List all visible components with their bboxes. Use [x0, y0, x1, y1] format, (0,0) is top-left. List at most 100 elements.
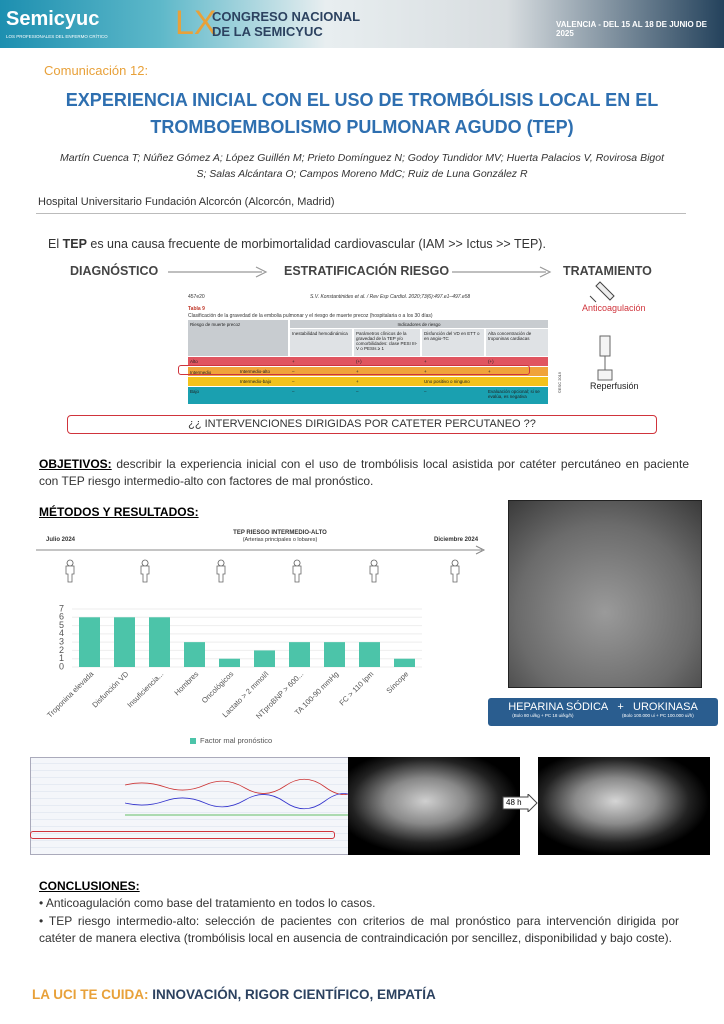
bar — [219, 658, 240, 667]
table-cell: – — [292, 369, 295, 374]
table-cell: + — [488, 369, 491, 374]
header-banner — [0, 0, 724, 48]
drug: UROKINASA — [633, 701, 698, 713]
ct-interval: 48 h — [506, 798, 522, 807]
y-tick-label: 2 — [59, 645, 64, 655]
drug: HEPARINA SÓDICA — [508, 701, 609, 713]
title-line: TROMBOEMBOLISMO PULMONAR AGUDO (TEP) — [150, 117, 574, 137]
table-group: Intermedio — [190, 370, 212, 375]
table-cell: (+) — [488, 359, 494, 364]
table-cell: Alto — [190, 359, 198, 364]
divider — [36, 213, 686, 214]
dose: (Bolo 100.000 ui + PC 100.000 ui/h) — [622, 713, 694, 718]
patient-icons — [65, 559, 460, 583]
risk-table: Riesgo de muerte precoz Indicadores de r… — [188, 320, 548, 404]
table-header: Parámetros clínicos de la gravedad de la… — [354, 329, 420, 356]
highlight — [178, 365, 530, 375]
timeline — [36, 545, 486, 583]
intro-bold: TEP — [62, 237, 87, 251]
legend-label: Factor mal pronóstico — [200, 736, 272, 745]
timeline-subtitle: (Arterias principales o lobares) — [242, 537, 318, 543]
table-cell: – — [356, 389, 359, 394]
y-tick-label: 6 — [59, 612, 64, 622]
communication: Comunicación 12: — [44, 63, 149, 78]
table-cell: Evaluación opcional; si se evalúa, es ne… — [488, 389, 540, 399]
x-tick-label: Síncope — [384, 669, 410, 695]
highlight — [30, 831, 335, 839]
table-cell: (+) — [356, 359, 362, 364]
row-int-low — [188, 377, 548, 386]
table-copyright: ©ESC 2019 — [557, 371, 563, 394]
flow-step: ESTRATIFICACIÓN RIESGO — [284, 264, 450, 278]
interval-arrow — [502, 794, 538, 812]
table-cell: – — [424, 389, 427, 394]
treatment-box: HEPARINA SÓDICA + UROKINASA (Bolo 80 ui/… — [488, 698, 718, 726]
row-int-high — [188, 367, 548, 376]
objectives: OBJETIVOS: describir la experiencia inic… — [39, 456, 689, 490]
location-date: VALENCIA - DEL 15 AL 18 DE JUNIO DE 2025 — [556, 20, 707, 38]
bar — [394, 658, 415, 667]
authors-line: S; Salas Alcántara O; Campos Moreno MdC;… — [196, 168, 528, 180]
table-cell: + — [292, 359, 295, 364]
footer-lead: LA UCI TE CUIDA: — [32, 987, 149, 1002]
y-tick-label: 3 — [59, 637, 64, 647]
table-cell: Uno positivo o ninguno — [424, 379, 470, 384]
table-page: 457e20 — [188, 294, 205, 300]
flow-step: TRATAMIENTO — [563, 264, 652, 278]
x-tick-label: Insuficiencia... — [125, 669, 165, 709]
table-header: Alta concentración de troponinas cardiac… — [486, 329, 548, 356]
y-tick-label: 4 — [59, 628, 64, 638]
table-cell: Intermedio-alto — [240, 369, 271, 374]
section-label: MÉTODOS Y RESULTADOS: — [39, 505, 199, 519]
y-tick-label: 7 — [59, 603, 64, 613]
ct-image-after — [538, 757, 710, 855]
angiography-image — [508, 500, 702, 688]
monitoring-lines — [125, 778, 360, 816]
title-line: EXPERIENCIA INICIAL CON EL USO DE TROMBÓ… — [65, 90, 659, 110]
table-header: Riesgo de muerte precoz — [188, 320, 288, 356]
section-label: OBJETIVOS: — [39, 457, 112, 471]
intro-text: El — [48, 237, 63, 251]
bar — [324, 642, 345, 667]
row-low — [188, 387, 548, 404]
congress-name-line: DE LA SEMICYUC — [212, 24, 323, 39]
conclusion-item: • Anticoagulación como base del tratamie… — [39, 896, 376, 910]
bar — [114, 617, 135, 667]
table-cell: – — [292, 389, 295, 394]
flow-arrows — [168, 266, 552, 278]
table-label: Tabla 9 — [188, 306, 205, 312]
objectives-text: describir la experiencia inicial con el … — [39, 457, 689, 488]
bar — [184, 642, 205, 667]
authors-line: Martín Cuenca T; Núñez Gómez A; López Gu… — [59, 152, 665, 164]
legend-swatch — [190, 738, 196, 744]
logo-tagline: LOS PROFESIONALES DEL ENFERMO CRÍTICO — [6, 34, 108, 39]
conclusion-item: • TEP riesgo intermedio-alto: selección … — [39, 914, 679, 945]
timeline-title: TEP RIESGO INTERMEDIO-ALTO — [233, 530, 327, 536]
treatment: Anticoagulación — [582, 303, 646, 313]
row-high — [188, 357, 548, 366]
congress-number: LX — [175, 4, 217, 42]
syringe-icon — [589, 281, 615, 303]
separator: + — [617, 701, 624, 713]
x-tick-label: Oncológicos — [200, 669, 236, 705]
catheter-icon — [597, 335, 613, 381]
question: ¿¿ INTERVENCIONES DIRIGIDAS POR CATETER … — [67, 415, 657, 434]
congress-name: CONGRESO NACIONAL DE LA SEMICYUC — [212, 9, 360, 39]
bar — [359, 642, 380, 667]
x-tick-label: FC > 110 lpm — [337, 669, 375, 707]
table-cell: – — [292, 379, 295, 384]
x-tick-label: Troponina elevada — [45, 669, 96, 720]
table-caption: Clasificación de la gravedad de la embol… — [188, 313, 433, 319]
logo: Semicyuc — [6, 8, 100, 30]
arrow — [168, 266, 552, 278]
flow-step: DIAGNÓSTICO — [70, 264, 159, 278]
table-header: Inestabilidad hemodinámica — [290, 329, 352, 356]
footer: LA UCI TE CUIDA: INNOVACIÓN, RIGOR CIENT… — [32, 987, 436, 1002]
affiliation: Hospital Universitario Fundación Alcorcó… — [38, 196, 335, 208]
timeline-arrow — [36, 545, 486, 555]
section-label: CONCLUSIONES: — [39, 879, 140, 893]
table-cell: + — [356, 379, 359, 384]
intro-text: es una causa frecuente de morbimortalida… — [86, 237, 546, 251]
y-tick-label: 5 — [59, 620, 64, 630]
